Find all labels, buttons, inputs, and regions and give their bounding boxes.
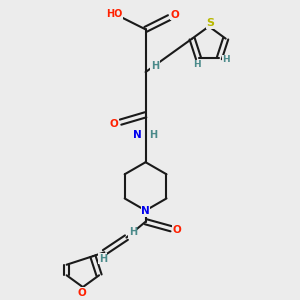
Text: HO: HO: [106, 9, 123, 19]
Text: O: O: [173, 225, 182, 235]
Text: N: N: [141, 206, 150, 216]
Text: H: H: [151, 61, 159, 70]
Text: H: H: [222, 56, 230, 64]
Text: N: N: [133, 130, 142, 140]
Text: H: H: [99, 254, 107, 264]
Text: S: S: [206, 19, 214, 28]
Text: H: H: [129, 227, 137, 237]
Text: O: O: [78, 288, 87, 298]
Text: O: O: [110, 118, 118, 129]
Text: H: H: [149, 130, 157, 140]
Text: O: O: [170, 10, 179, 20]
Text: H: H: [193, 60, 201, 69]
